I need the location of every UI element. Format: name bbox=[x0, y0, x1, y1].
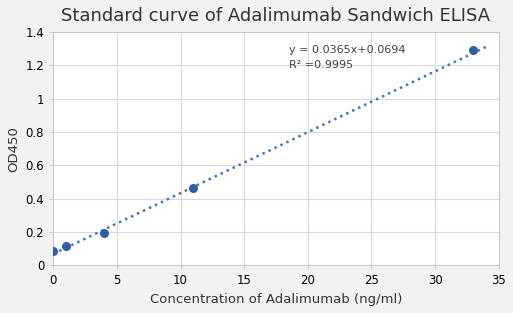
Title: Standard curve of Adalimumab Sandwich ELISA: Standard curve of Adalimumab Sandwich EL… bbox=[62, 7, 490, 25]
Point bbox=[469, 48, 477, 53]
X-axis label: Concentration of Adalimumab (ng/ml): Concentration of Adalimumab (ng/ml) bbox=[150, 293, 402, 306]
Point bbox=[49, 249, 57, 254]
Text: y = 0.0365x+0.0694: y = 0.0365x+0.0694 bbox=[289, 45, 405, 55]
Point bbox=[189, 185, 198, 190]
Text: R² =0.9995: R² =0.9995 bbox=[289, 59, 353, 69]
Point bbox=[100, 230, 108, 235]
Point bbox=[62, 244, 70, 249]
Y-axis label: OD450: OD450 bbox=[7, 126, 20, 172]
